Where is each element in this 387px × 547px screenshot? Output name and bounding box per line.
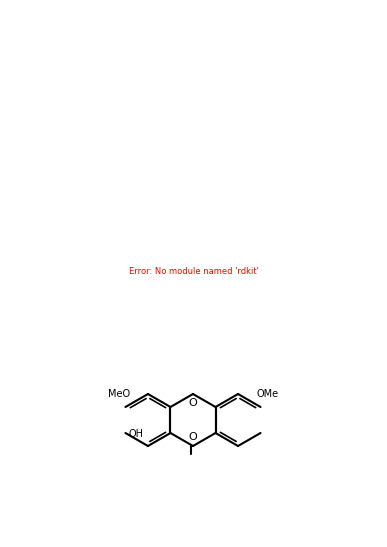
Text: Error: No module named 'rdkit': Error: No module named 'rdkit' xyxy=(128,266,259,276)
Text: OH: OH xyxy=(129,429,144,439)
Text: O: O xyxy=(188,398,197,408)
Text: O: O xyxy=(188,432,197,442)
Text: MeO: MeO xyxy=(108,389,130,399)
Text: OMe: OMe xyxy=(256,389,278,399)
